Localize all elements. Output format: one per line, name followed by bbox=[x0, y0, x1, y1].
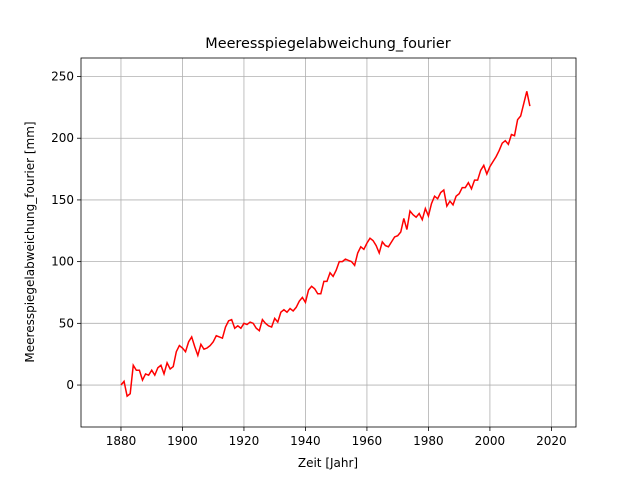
x-tick-label: 2020 bbox=[536, 434, 567, 448]
x-tick-label: 2000 bbox=[475, 434, 506, 448]
y-tick-label: 150 bbox=[51, 193, 74, 207]
x-tick-label: 1880 bbox=[106, 434, 137, 448]
x-tick-label: 1940 bbox=[290, 434, 321, 448]
y-tick-label: 100 bbox=[51, 255, 74, 269]
x-tick-label: 1900 bbox=[167, 434, 198, 448]
x-tick-label: 1920 bbox=[229, 434, 260, 448]
plot-frame bbox=[80, 57, 577, 428]
y-tick-label: 250 bbox=[51, 70, 74, 84]
y-axis-label: Meeresspiegelabweichung_fourier [mm] bbox=[23, 121, 37, 362]
x-tick-label: 1960 bbox=[352, 434, 383, 448]
chart-title: Meeresspiegelabweichung_fourier bbox=[205, 36, 450, 52]
y-tick-label: 0 bbox=[66, 378, 74, 392]
y-tick-label: 200 bbox=[51, 131, 74, 145]
x-axis-label: Zeit [Jahr] bbox=[298, 456, 358, 470]
y-tick-label: 50 bbox=[59, 316, 74, 330]
data-line bbox=[120, 91, 531, 398]
x-tick-label: 1980 bbox=[413, 434, 444, 448]
